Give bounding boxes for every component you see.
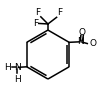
Text: F: F bbox=[35, 8, 40, 17]
Text: N: N bbox=[78, 37, 84, 46]
Text: F: F bbox=[33, 19, 38, 28]
Text: H: H bbox=[4, 63, 10, 72]
Text: O: O bbox=[78, 28, 85, 37]
Text: F: F bbox=[57, 8, 62, 17]
Text: N: N bbox=[14, 63, 20, 72]
Text: H: H bbox=[14, 75, 20, 84]
Text: O: O bbox=[89, 39, 96, 48]
